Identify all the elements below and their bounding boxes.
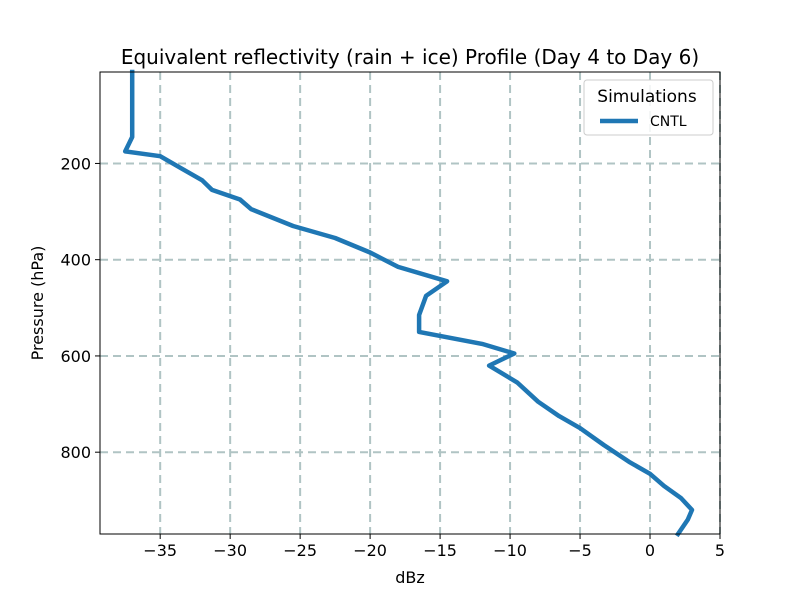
grid [100,72,721,534]
x-tick-label: −20 [353,541,387,560]
x-axis-label: dBz [395,568,425,587]
y-axis-label: Pressure (hPa) [28,246,47,361]
x-tick-label: −5 [568,541,592,560]
legend: Simulations CNTL [583,79,714,136]
plot-frame [99,71,721,535]
legend-title: Simulations [597,87,697,107]
x-tick-label: −30 [213,541,247,560]
series-line-cntl [122,69,695,538]
x-tick-label: −35 [143,541,177,560]
chart-title: Equivalent reflectivity (rain + ice) Pro… [121,45,699,69]
x-tick-label: 5 [715,541,725,560]
x-tick-label: 0 [645,541,655,560]
x-tick-label: −25 [283,541,317,560]
x-tick-label: −15 [423,541,457,560]
y-tick-label: 600 [60,347,91,366]
ticks: −35 −30 −25 −20 −15 −10 −5 0 5 200 400 600 800 [60,154,725,560]
y-tick-label: 400 [60,251,91,270]
y-tick-label: 200 [60,154,91,173]
series-layer [122,69,695,538]
x-tick-label: −10 [493,541,527,560]
y-tick-label: 800 [60,443,91,462]
legend-entry-cntl: CNTL [650,114,687,130]
